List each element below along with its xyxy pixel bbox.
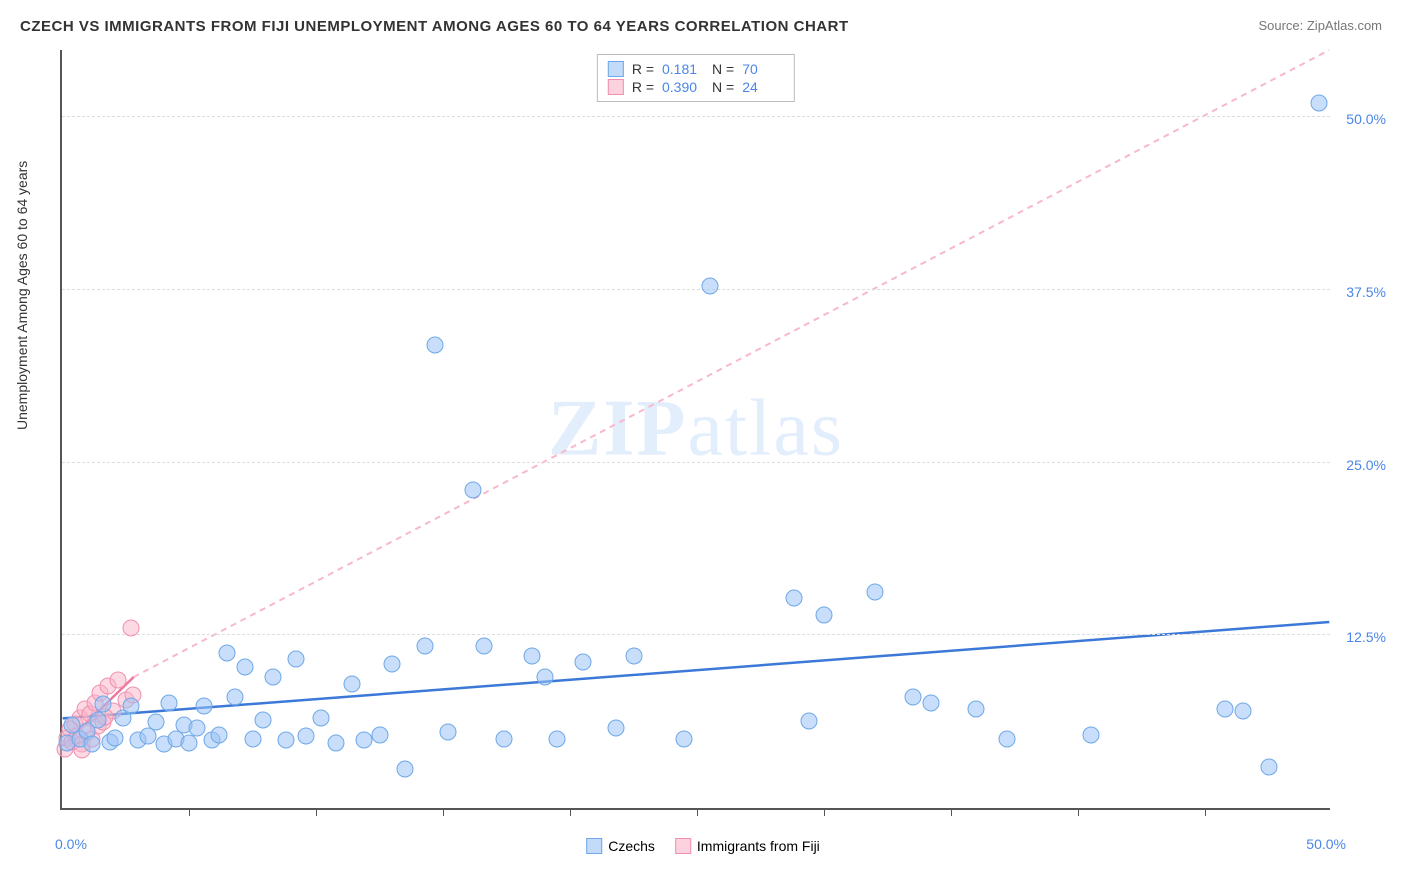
x-tick bbox=[1078, 808, 1079, 816]
data-point bbox=[147, 714, 164, 731]
data-point bbox=[625, 648, 642, 665]
data-point bbox=[536, 668, 553, 685]
data-point bbox=[122, 697, 139, 714]
stats-legend: R = 0.181 N = 70 R = 0.390 N = 24 bbox=[597, 54, 795, 102]
swatch-pink-icon bbox=[675, 838, 691, 854]
data-point bbox=[574, 653, 591, 670]
swatch-blue-icon bbox=[608, 61, 624, 77]
data-point bbox=[109, 671, 126, 688]
data-point bbox=[371, 726, 388, 743]
legend-label: Czechs bbox=[608, 838, 655, 854]
data-point bbox=[816, 606, 833, 623]
plot-area: ZIPatlas R = 0.181 N = 70 R = 0.390 N = … bbox=[60, 50, 1330, 810]
data-point bbox=[922, 694, 939, 711]
data-point bbox=[84, 736, 101, 753]
data-point bbox=[236, 659, 253, 676]
data-point bbox=[297, 728, 314, 745]
data-point bbox=[219, 645, 236, 662]
data-point bbox=[107, 729, 124, 746]
data-point bbox=[122, 620, 139, 637]
y-tick-label: 50.0% bbox=[1346, 111, 1386, 127]
data-point bbox=[396, 761, 413, 778]
swatch-blue-icon bbox=[586, 838, 602, 854]
data-point bbox=[196, 697, 213, 714]
x-tick bbox=[316, 808, 317, 816]
data-point bbox=[1311, 95, 1328, 112]
trend-lines bbox=[62, 50, 1330, 808]
data-point bbox=[188, 719, 205, 736]
data-point bbox=[211, 726, 228, 743]
stats-row-2: R = 0.390 N = 24 bbox=[608, 79, 784, 95]
data-point bbox=[1235, 703, 1252, 720]
stats-row-1: R = 0.181 N = 70 bbox=[608, 61, 784, 77]
data-point bbox=[465, 482, 482, 499]
data-point bbox=[1260, 758, 1277, 775]
data-point bbox=[264, 668, 281, 685]
gridline bbox=[62, 462, 1330, 463]
legend-item-1: Czechs bbox=[586, 838, 655, 854]
data-point bbox=[440, 724, 457, 741]
gridline bbox=[62, 116, 1330, 117]
data-point bbox=[226, 689, 243, 706]
data-point bbox=[800, 712, 817, 729]
data-point bbox=[313, 710, 330, 727]
data-point bbox=[160, 694, 177, 711]
data-point bbox=[475, 638, 492, 655]
legend-item-2: Immigrants from Fiji bbox=[675, 838, 820, 854]
data-point bbox=[427, 337, 444, 354]
y-tick-label: 25.0% bbox=[1346, 457, 1386, 473]
data-point bbox=[549, 730, 566, 747]
data-point bbox=[1217, 700, 1234, 717]
gridline bbox=[62, 634, 1330, 635]
trend-line bbox=[134, 50, 1330, 677]
gridline bbox=[62, 289, 1330, 290]
data-point bbox=[785, 589, 802, 606]
data-point bbox=[676, 730, 693, 747]
x-max-label: 50.0% bbox=[1306, 836, 1346, 852]
data-point bbox=[523, 648, 540, 665]
x-tick bbox=[570, 808, 571, 816]
data-point bbox=[181, 735, 198, 752]
data-point bbox=[904, 689, 921, 706]
y-axis-label: Unemployment Among Ages 60 to 64 years bbox=[14, 161, 30, 430]
data-point bbox=[968, 700, 985, 717]
data-point bbox=[607, 719, 624, 736]
data-point bbox=[328, 735, 345, 752]
data-point bbox=[417, 638, 434, 655]
data-point bbox=[343, 675, 360, 692]
data-point bbox=[384, 656, 401, 673]
x-tick bbox=[443, 808, 444, 816]
x-tick bbox=[1205, 808, 1206, 816]
x-tick bbox=[189, 808, 190, 816]
data-point bbox=[1082, 726, 1099, 743]
swatch-pink-icon bbox=[608, 79, 624, 95]
data-point bbox=[277, 732, 294, 749]
data-point bbox=[94, 696, 111, 713]
chart-title: CZECH VS IMMIGRANTS FROM FIJI UNEMPLOYME… bbox=[20, 18, 849, 35]
x-tick bbox=[951, 808, 952, 816]
data-point bbox=[495, 730, 512, 747]
data-point bbox=[89, 711, 106, 728]
legend-label: Immigrants from Fiji bbox=[697, 838, 820, 854]
y-tick-label: 12.5% bbox=[1346, 629, 1386, 645]
x-tick bbox=[697, 808, 698, 816]
data-point bbox=[254, 711, 271, 728]
data-point bbox=[866, 584, 883, 601]
data-point bbox=[287, 650, 304, 667]
data-point bbox=[998, 730, 1015, 747]
y-tick-label: 37.5% bbox=[1346, 284, 1386, 300]
data-point bbox=[701, 277, 718, 294]
x-origin-label: 0.0% bbox=[55, 836, 87, 852]
data-point bbox=[244, 730, 261, 747]
source-attribution: Source: ZipAtlas.com bbox=[1258, 18, 1382, 33]
x-tick bbox=[824, 808, 825, 816]
series-legend: Czechs Immigrants from Fiji bbox=[586, 838, 820, 854]
